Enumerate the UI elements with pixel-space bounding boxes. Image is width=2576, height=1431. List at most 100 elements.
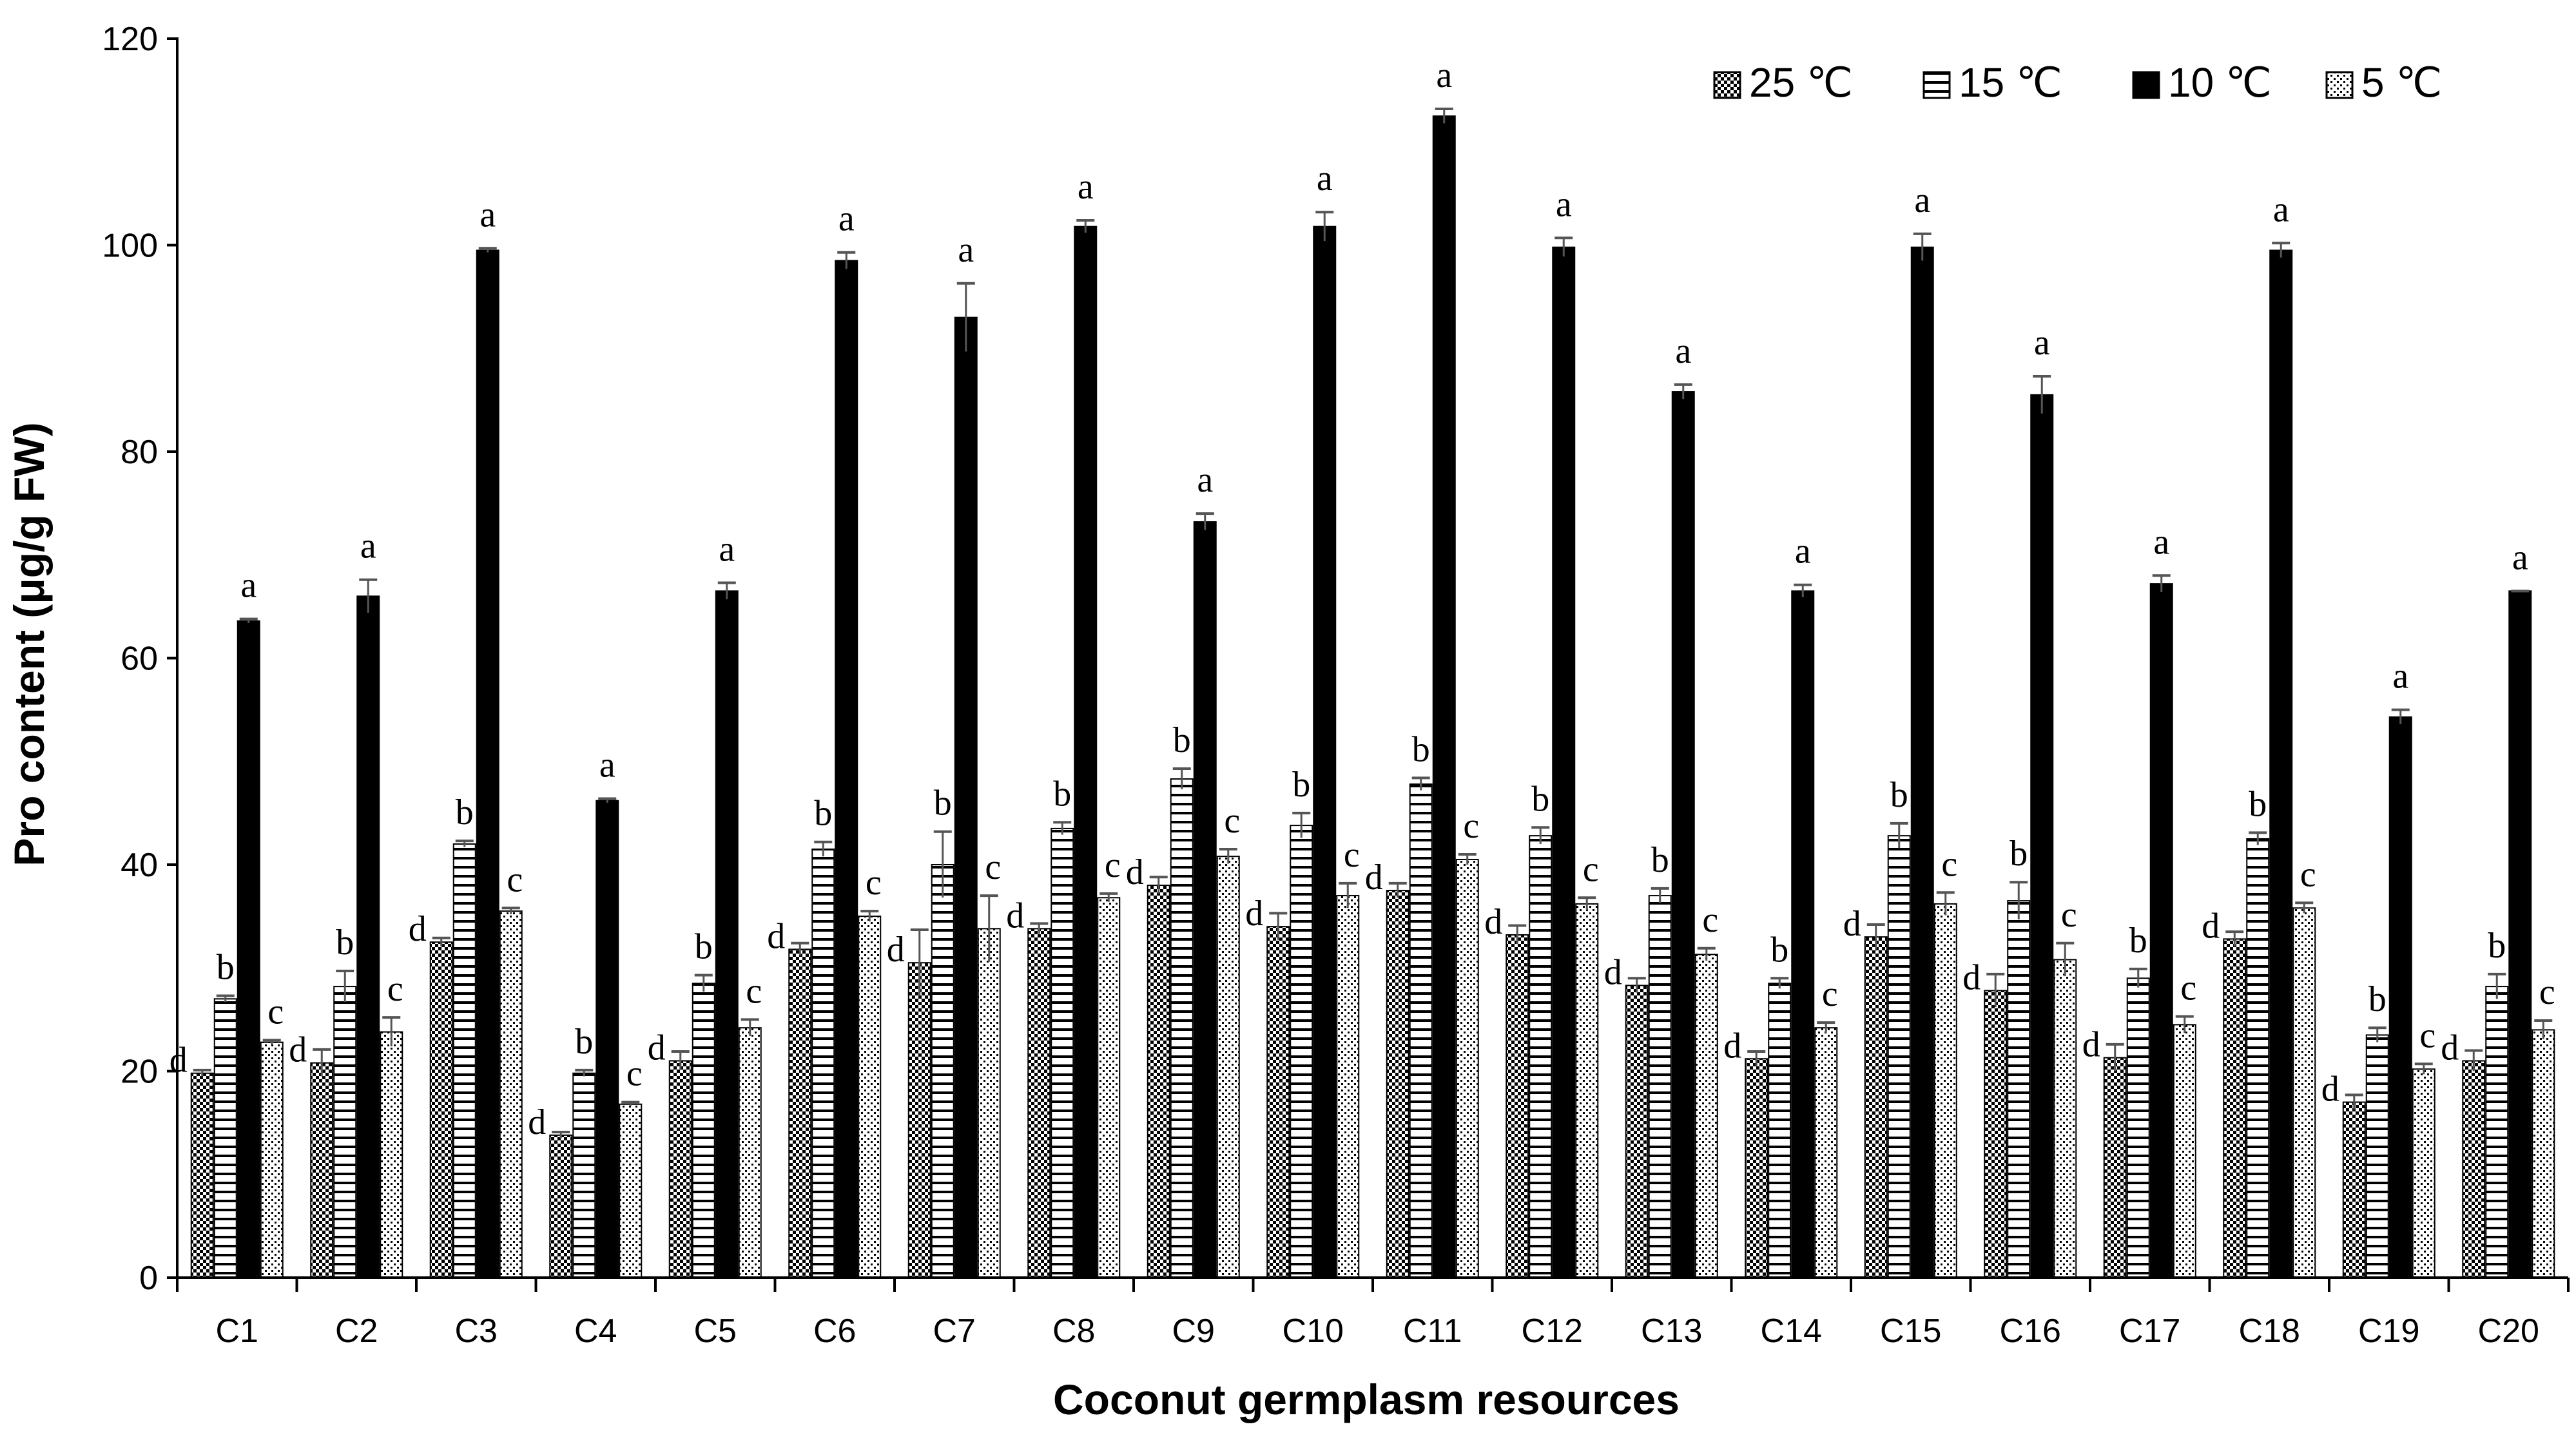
bar xyxy=(1290,825,1313,1278)
significance-label: b xyxy=(575,1022,593,1062)
y-tick-label: 20 xyxy=(121,1053,158,1091)
x-tick-label: C8 xyxy=(1052,1312,1095,1350)
significance-label: d xyxy=(887,930,905,970)
bar xyxy=(260,1041,284,1278)
significance-label: b xyxy=(1651,840,1669,880)
significance-label: d xyxy=(1365,858,1383,898)
bar xyxy=(549,1134,573,1278)
bar xyxy=(2126,977,2150,1279)
significance-label: a xyxy=(1914,180,1930,220)
bar xyxy=(333,986,357,1278)
bar xyxy=(1552,246,1576,1279)
y-tick-label: 60 xyxy=(121,640,158,678)
bar xyxy=(2365,1034,2389,1278)
significance-label: d xyxy=(648,1028,666,1068)
bar xyxy=(931,864,954,1278)
bar xyxy=(619,1103,643,1279)
bar xyxy=(213,998,237,1278)
significance-label: c xyxy=(746,971,762,1011)
significance-label: a xyxy=(360,526,376,566)
bar xyxy=(1313,226,1337,1278)
significance-label: a xyxy=(479,195,496,235)
bar xyxy=(1984,990,2008,1278)
bar xyxy=(1027,928,1051,1278)
bar xyxy=(2007,900,2031,1278)
significance-label: c xyxy=(2539,972,2555,1012)
x-tick-label: C5 xyxy=(694,1312,737,1350)
bar xyxy=(2246,838,2270,1278)
significance-label: b xyxy=(456,792,474,832)
bar xyxy=(1386,890,1409,1278)
significance-label: a xyxy=(1675,331,1691,371)
significance-label: c xyxy=(1224,801,1240,841)
significance-label: b xyxy=(695,927,713,966)
x-tick-label: C17 xyxy=(2119,1312,2180,1350)
significance-label: b xyxy=(1412,729,1430,769)
bar xyxy=(190,1072,214,1278)
significance-label: d xyxy=(1843,904,1861,944)
legend-swatch xyxy=(2132,71,2160,99)
significance-label: c xyxy=(1941,844,1957,884)
x-axis: C1 C2 C3 C4 C5 C6 C7 C8 C9 C10 C11 C12 C13 C14 C15 C16 C… xyxy=(176,1276,2570,1350)
significance-label: b xyxy=(2249,784,2267,824)
bar xyxy=(1694,954,1718,1278)
bar xyxy=(1336,895,1360,1278)
legend-label: 5 ℃ xyxy=(2361,59,2442,106)
significance-label: a xyxy=(240,566,257,606)
significance-label: b xyxy=(1173,720,1191,760)
bar xyxy=(2103,1057,2127,1278)
bar xyxy=(954,316,978,1278)
legend-label: 15 ℃ xyxy=(1959,59,2062,106)
significance-label: c xyxy=(1583,849,1599,889)
significance-label: b xyxy=(934,783,952,823)
significance-label: a xyxy=(958,230,974,270)
significance-label: c xyxy=(1702,900,1718,940)
bar xyxy=(499,910,523,1279)
series-1: b b b b b b b b b b b b b b b b b b b b xyxy=(213,720,2509,1279)
significance-label: d xyxy=(528,1102,546,1142)
bar xyxy=(1147,885,1170,1279)
significance-label: c xyxy=(2419,1015,2436,1055)
significance-label: d xyxy=(1484,902,1502,942)
bar xyxy=(476,249,499,1279)
bar xyxy=(1266,926,1290,1278)
bar xyxy=(715,590,739,1278)
bar xyxy=(1745,1058,1768,1279)
bar xyxy=(2485,986,2509,1278)
bar xyxy=(429,941,453,1278)
bar xyxy=(1864,936,1888,1279)
significance-label: c xyxy=(387,969,403,1009)
significance-label: a xyxy=(838,199,855,239)
x-tick-label: C3 xyxy=(455,1312,498,1350)
x-tick-label: C1 xyxy=(216,1312,258,1350)
significance-label: a xyxy=(1436,55,1452,95)
y-axis-title: Pro content (μg/g FW) xyxy=(5,422,53,866)
bar xyxy=(2342,1101,2366,1278)
significance-label: a xyxy=(1078,167,1094,207)
significance-label: b xyxy=(1292,765,1310,805)
significance-label: c xyxy=(2061,895,2077,935)
bar xyxy=(1814,1027,1838,1278)
x-axis-title: Coconut germplasm resources xyxy=(1053,1376,1680,1423)
significance-label: b xyxy=(1770,930,1788,970)
significance-label: a xyxy=(1197,460,1213,500)
bar xyxy=(237,620,260,1278)
bar xyxy=(738,1027,762,1278)
significance-label: a xyxy=(2273,189,2289,229)
x-tick-label: C6 xyxy=(813,1312,856,1350)
significance-label: a xyxy=(719,530,735,570)
significance-label: c xyxy=(507,860,523,899)
significance-label: d xyxy=(1723,1026,1741,1066)
bar xyxy=(2508,590,2532,1278)
bar xyxy=(1432,115,1456,1278)
legend-label: 25 ℃ xyxy=(1749,59,1853,106)
significance-label: b xyxy=(2009,834,2028,874)
significance-label: b xyxy=(336,923,354,963)
significance-label: a xyxy=(2153,522,2169,562)
bar xyxy=(356,595,380,1278)
bar xyxy=(1768,983,1792,1278)
bar xyxy=(835,260,858,1279)
bar xyxy=(2388,716,2412,1278)
bar xyxy=(1170,778,1194,1279)
